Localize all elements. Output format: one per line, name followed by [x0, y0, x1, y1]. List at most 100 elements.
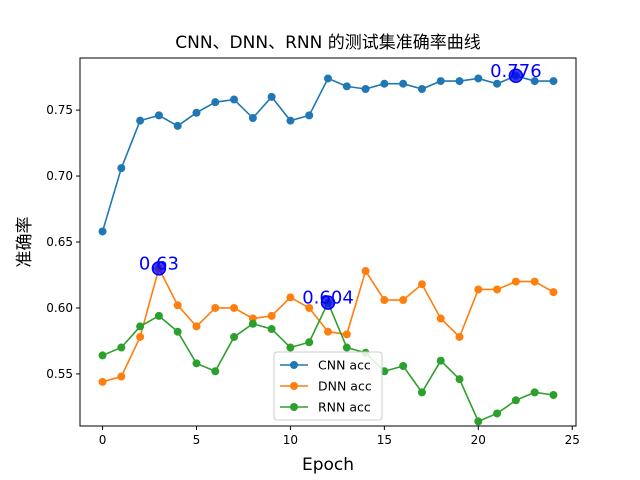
- dnn-point: [286, 293, 295, 302]
- dnn-point: [230, 303, 239, 312]
- dnn-point: [267, 311, 276, 320]
- rnn-point: [267, 325, 276, 334]
- cnn-point: [361, 84, 370, 93]
- cnn-point: [324, 74, 332, 83]
- legend-label: CNN acc: [318, 358, 371, 373]
- chart-title: CNN、DNN、RNN 的测试集准确率曲线: [175, 33, 480, 53]
- cnn-point: [455, 77, 464, 86]
- dnn-point: [530, 277, 539, 286]
- y-tick-label: 0.70: [46, 169, 73, 183]
- y-tick-label: 0.55: [46, 367, 73, 381]
- y-tick-label: 0.75: [46, 103, 73, 117]
- rnn-point: [173, 327, 182, 336]
- rnn-point: [117, 343, 126, 352]
- y-axis-label: 准确率: [15, 217, 35, 268]
- cnn-point: [248, 114, 257, 123]
- cnn-point: [399, 79, 408, 88]
- y-tick-label: 0.65: [46, 235, 73, 249]
- dnn-point: [493, 285, 502, 294]
- cnn-point: [530, 77, 539, 86]
- series-layer: [98, 71, 558, 426]
- dnn-point: [117, 372, 126, 381]
- highlight-marker: [320, 295, 336, 310]
- rnn-point: [230, 332, 239, 341]
- cnn-point: [342, 82, 351, 91]
- rnn-point: [455, 375, 464, 384]
- rnn-point: [549, 391, 558, 400]
- legend-label: RNN acc: [318, 400, 371, 415]
- x-tick-label: 25: [565, 433, 580, 447]
- rnn-point: [493, 409, 502, 418]
- dnn-point: [474, 285, 483, 294]
- legend-label: DNN acc: [318, 379, 372, 394]
- x-tick-label: 10: [283, 433, 298, 447]
- rnn-point: [417, 388, 426, 397]
- rnn-point: [530, 388, 539, 397]
- dnn-point: [417, 280, 426, 289]
- dnn-point: [342, 330, 351, 339]
- dnn-point: [399, 296, 408, 305]
- legend-marker: [290, 403, 298, 411]
- cnn-point: [267, 92, 276, 101]
- x-tick-label: 20: [471, 433, 486, 447]
- cnn-point: [286, 116, 295, 125]
- cnn-point: [154, 111, 163, 120]
- rnn-point: [211, 367, 220, 376]
- cnn-point: [549, 77, 558, 86]
- cnn-point: [98, 227, 107, 236]
- cnn-point: [305, 111, 314, 120]
- rnn-point: [98, 351, 107, 360]
- plot-frame: [79, 57, 577, 427]
- rnn-point: [342, 343, 351, 352]
- legend: CNN acc DNN acc RNN acc: [273, 351, 383, 421]
- annotation-label: 0.776: [490, 61, 542, 82]
- dnn-point: [173, 301, 182, 310]
- y-ticks: 0.55 0.60 0.65 0.70 0.75: [46, 103, 80, 381]
- rnn-point: [136, 322, 145, 331]
- rnn-point: [286, 343, 295, 352]
- cnn-point: [192, 108, 201, 117]
- dnn-point: [511, 277, 520, 286]
- rnn-point: [399, 361, 408, 370]
- rnn-point: [436, 356, 445, 365]
- cnn-series: [98, 71, 558, 236]
- cnn-point: [380, 79, 389, 88]
- x-axis-label: Epoch: [302, 455, 354, 475]
- rnn-point: [154, 311, 163, 320]
- x-ticks: 0 5 10 15 20 25: [99, 426, 580, 447]
- rnn-point: [248, 319, 257, 328]
- dnn-point: [211, 303, 220, 312]
- dnn-point: [436, 314, 445, 323]
- dnn-point: [98, 377, 107, 386]
- cnn-point: [417, 84, 426, 93]
- dnn-point: [305, 303, 314, 312]
- x-tick-label: 0: [99, 433, 107, 447]
- annotation-label: 0.604: [302, 288, 354, 309]
- annotation-label: 0.63: [139, 253, 179, 274]
- cnn-point: [173, 121, 182, 130]
- y-tick-label: 0.60: [46, 301, 73, 315]
- dnn-point: [361, 267, 370, 276]
- dnn-point: [136, 332, 145, 341]
- cnn-point: [211, 98, 220, 107]
- highlight-marker: [151, 261, 167, 276]
- cnn-point: [474, 74, 483, 83]
- dnn-point: [324, 327, 332, 336]
- dnn-point: [455, 332, 464, 341]
- dnn-point: [192, 322, 201, 331]
- dnn-point: [380, 296, 389, 305]
- rnn-point: [511, 396, 520, 405]
- cnn-point: [230, 95, 239, 104]
- rnn-point: [305, 338, 314, 347]
- annotation-layer: 0.776 0.63 0.604: [139, 61, 542, 310]
- rnn-point: [192, 359, 201, 368]
- legend-marker: [290, 382, 298, 390]
- cnn-point: [493, 79, 502, 88]
- rnn-point: [474, 417, 483, 426]
- x-tick-label: 15: [377, 433, 392, 447]
- cnn-point: [117, 164, 126, 173]
- legend-box: [273, 351, 383, 421]
- dnn-series: [98, 264, 558, 386]
- legend-marker: [290, 361, 298, 369]
